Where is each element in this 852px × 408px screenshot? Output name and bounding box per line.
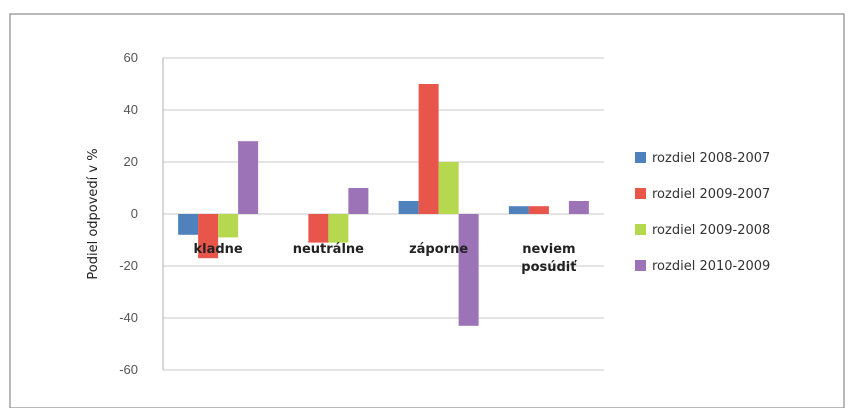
bar: [238, 141, 259, 214]
legend-label: rozdiel 2008-2007: [652, 151, 770, 166]
bar: [178, 214, 199, 235]
y-tick-label: -60: [119, 362, 138, 377]
y-tick-label: -40: [119, 310, 138, 325]
category-label: záporne: [409, 242, 468, 257]
bar: [438, 162, 459, 214]
legend-swatch: [635, 188, 646, 199]
bar: [348, 188, 369, 214]
y-tick-label: 40: [124, 102, 138, 117]
legend-label: rozdiel 2010-2009: [652, 259, 770, 274]
category-label: neutrálne: [293, 242, 364, 257]
bar: [508, 206, 529, 214]
legend-label: rozdiel 2009-2008: [652, 223, 770, 238]
bar: [528, 206, 549, 214]
bar: [398, 201, 419, 214]
category-label: neviem posúdiť: [521, 242, 577, 275]
y-tick-labels: 60 40 20 0 -20 -40 -60: [119, 50, 138, 377]
top-band: [0, 0, 852, 14]
bar: [418, 84, 439, 214]
category-label: kladne: [193, 242, 242, 257]
y-tick-label: 20: [124, 154, 138, 169]
y-axis-label: Podiel odpovedí v %: [86, 148, 101, 279]
legend-swatch: [635, 152, 646, 163]
y-tick-label: -20: [119, 258, 138, 273]
bar: [218, 214, 239, 238]
legend-swatch: [635, 260, 646, 271]
bar: [458, 214, 479, 326]
bar: [328, 214, 349, 243]
category-labels: kladne neutrálne záporne neviem posúdiť: [193, 242, 577, 275]
bar: [308, 214, 329, 243]
legend-label: rozdiel 2009-2007: [652, 187, 770, 202]
legend-swatch: [635, 224, 646, 235]
bar: [568, 201, 589, 214]
gridlines: [162, 57, 604, 371]
y-tick-label: 60: [124, 50, 138, 65]
bar: [198, 214, 219, 259]
bars: [178, 84, 589, 326]
legend: rozdiel 2008-2007 rozdiel 2009-2007 rozdie…: [635, 151, 770, 274]
y-tick-label: 0: [131, 206, 138, 221]
